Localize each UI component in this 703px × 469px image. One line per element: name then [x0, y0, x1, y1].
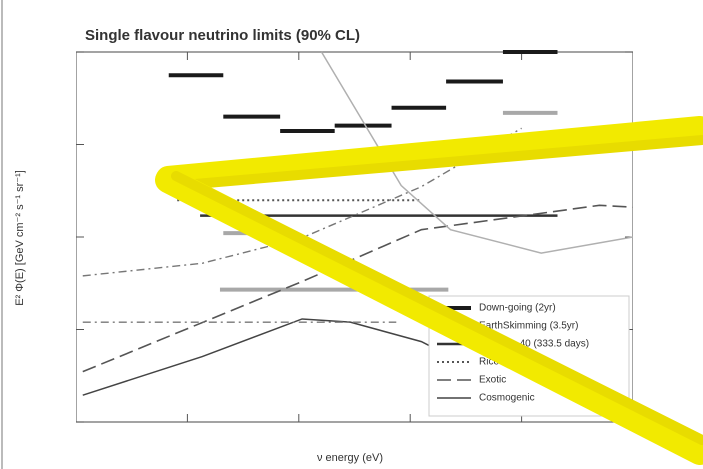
legend-label: Exotic — [479, 375, 506, 386]
legend-label: EarthSkimming (3.5yr) — [479, 321, 578, 332]
x-axis-label: ν energy (eV) — [317, 452, 383, 464]
curve — [82, 204, 633, 373]
legend-label: Rice — [479, 357, 499, 368]
legend-label: Down-going (2yr) — [479, 303, 556, 314]
plot-frame — [76, 51, 633, 423]
legend-label: IceCube-40 (333.5 days) — [479, 339, 589, 350]
legend-label: Cosmogenic — [479, 393, 535, 404]
annotation-scribble — [155, 116, 703, 465]
curve — [320, 51, 633, 254]
y-axis-label: E² Φ(E) [GeV cm⁻² s⁻¹ sr⁻¹] — [14, 170, 26, 306]
chart-title: Single flavour neutrino limits (90% CL) — [85, 27, 360, 44]
